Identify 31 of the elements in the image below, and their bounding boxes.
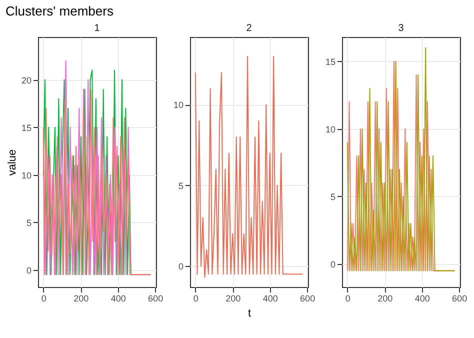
x-tick-label: 600: [452, 294, 468, 304]
y-tick-label: 10: [173, 100, 184, 110]
x-tick-label: 0: [193, 294, 198, 304]
y-tick-label: 10: [325, 124, 336, 134]
line-series: [194, 56, 304, 278]
y-tick-label: 5: [26, 218, 32, 228]
y-tick-label: 15: [21, 122, 32, 133]
x-axis-title: t: [248, 308, 252, 320]
x-tick-label: 200: [226, 294, 241, 304]
y-tick-label: 0: [178, 262, 184, 272]
x-tick-label: 200: [74, 294, 89, 304]
chart-title: 1: [94, 23, 100, 34]
x-tick-label: 400: [110, 294, 126, 304]
x-tick-label: 0: [41, 294, 46, 304]
y-tick-label: 10: [21, 170, 32, 180]
x-tick-label: 200: [378, 294, 393, 304]
y-tick-label: 20: [21, 75, 32, 86]
x-tick-label: 0: [345, 294, 350, 304]
y-tick-label: 5: [330, 192, 336, 202]
y-tick-label: 0: [330, 260, 336, 270]
y-tick-label: 5: [178, 180, 184, 191]
x-tick-label: 400: [414, 294, 430, 304]
chart-title: 3: [398, 23, 404, 34]
chart-title: 2: [246, 23, 252, 34]
text: Clusters' members: [5, 4, 114, 18]
x-tick-label: 600: [148, 294, 164, 304]
x-tick-label: 400: [262, 294, 278, 304]
x-tick-label: 600: [300, 294, 316, 304]
y-axis-title: value: [6, 149, 18, 176]
y-tick-label: 0: [26, 265, 32, 276]
y-tick-label: 15: [325, 56, 336, 67]
